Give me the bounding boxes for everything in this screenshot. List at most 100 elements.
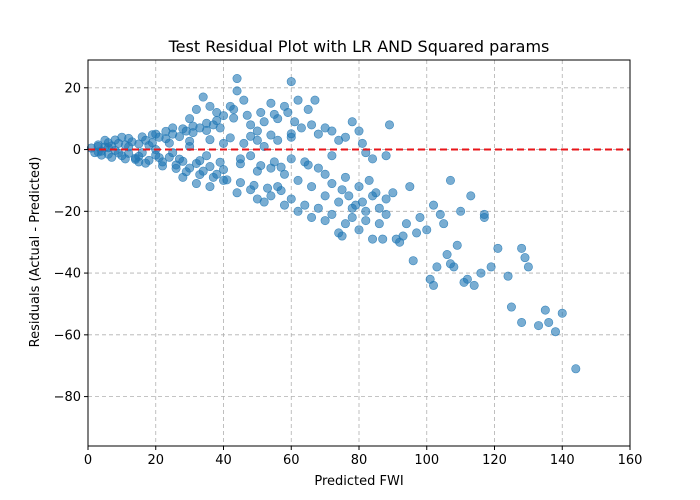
x-tick-label: 100 xyxy=(414,453,439,468)
scatter-point xyxy=(222,175,232,185)
x-tick-label: 160 xyxy=(618,453,643,468)
scatter-point xyxy=(571,364,581,374)
scatter-point xyxy=(354,225,364,235)
scatter-point xyxy=(286,132,296,142)
scatter-point xyxy=(300,200,310,210)
scatter-point xyxy=(557,308,567,318)
scatter-point xyxy=(357,197,367,207)
scatter-point xyxy=(364,175,374,185)
scatter-point xyxy=(520,253,530,263)
scatter-point xyxy=(357,138,367,148)
scatter-point xyxy=(445,175,455,185)
scatter-point xyxy=(174,132,184,142)
scatter-point xyxy=(334,197,344,207)
y-tick-label: 0 xyxy=(73,143,81,158)
scatter-point xyxy=(517,243,527,253)
scatter-point xyxy=(113,148,123,158)
scatter-point xyxy=(235,154,245,164)
scatter-point xyxy=(154,153,164,163)
scatter-point xyxy=(178,124,188,134)
scatter-point xyxy=(344,191,354,201)
x-tick-label: 120 xyxy=(482,453,507,468)
scatter-point xyxy=(212,116,222,126)
scatter-point xyxy=(405,182,415,192)
scatter-point xyxy=(449,262,459,272)
y-axis-label: Residuals (Actual - Predicted) xyxy=(28,157,43,348)
scatter-point xyxy=(205,135,215,145)
scatter-point xyxy=(232,188,242,198)
scatter-point xyxy=(378,234,388,244)
scatter-point xyxy=(506,302,516,312)
scatter-point xyxy=(456,206,466,216)
scatter-point xyxy=(327,179,337,189)
scatter-point xyxy=(174,154,184,164)
scatter-point xyxy=(381,209,391,219)
scatter-point xyxy=(439,219,449,229)
scatter-point xyxy=(276,186,286,196)
scatter-point xyxy=(130,154,140,164)
x-tick-label: 20 xyxy=(147,453,164,468)
scatter-point xyxy=(337,231,347,241)
x-tick-label: 60 xyxy=(283,453,300,468)
scatter-point xyxy=(429,280,439,290)
scatter-point xyxy=(320,216,330,226)
scatter-point xyxy=(279,169,289,179)
scatter-point xyxy=(185,114,195,124)
y-tick-label: −80 xyxy=(54,390,81,405)
scatter-point xyxy=(158,161,168,171)
chart-title: Test Residual Plot with LR AND Squared p… xyxy=(168,37,550,56)
scatter-point xyxy=(307,182,317,192)
scatter-point xyxy=(266,163,276,173)
scatter-point xyxy=(401,219,411,229)
scatter-point xyxy=(141,158,151,168)
scatter-point xyxy=(273,135,283,145)
scatter-point xyxy=(408,256,418,266)
scatter-point xyxy=(97,150,107,160)
scatter-point xyxy=(523,262,533,272)
scatter-point xyxy=(205,182,215,192)
scatter-point xyxy=(381,151,391,161)
scatter-point xyxy=(415,212,425,222)
scatter-point xyxy=(219,165,229,175)
scatter-point xyxy=(93,140,103,150)
scatter-point xyxy=(327,126,337,136)
scatter-point xyxy=(293,175,303,185)
scatter-point xyxy=(191,179,201,189)
scatter-point xyxy=(229,113,239,123)
scatter-point xyxy=(320,191,330,201)
scatter-point xyxy=(266,98,276,108)
scatter-point xyxy=(313,203,323,213)
scatter-point xyxy=(191,104,201,114)
scatter-point xyxy=(384,120,394,130)
scatter-point xyxy=(286,77,296,87)
scatter-point xyxy=(195,156,205,166)
y-axis-ticks: −80 −60 −40 −20 0 20 xyxy=(54,81,88,405)
scatter-point xyxy=(361,216,371,226)
scatter-point xyxy=(161,126,171,136)
scatter-point xyxy=(310,95,320,105)
scatter-point xyxy=(208,172,218,182)
scatter-point xyxy=(259,117,269,127)
scatter-point xyxy=(147,130,157,140)
scatter-point xyxy=(368,234,378,244)
scatter-point xyxy=(286,194,296,204)
scatter-point xyxy=(452,240,462,250)
scatter-point xyxy=(320,169,330,179)
x-tick-label: 80 xyxy=(351,453,368,468)
scatter-point xyxy=(327,209,337,219)
x-tick-label: 0 xyxy=(84,453,92,468)
scatter-point xyxy=(368,154,378,164)
scatter-point xyxy=(252,135,262,145)
scatter-point xyxy=(252,126,262,136)
scatter-point xyxy=(340,219,350,229)
scatter-point xyxy=(219,138,229,148)
scatter-point xyxy=(368,191,378,201)
scatter-point xyxy=(534,321,544,331)
scatter-point xyxy=(286,154,296,164)
scatter-point xyxy=(263,183,273,193)
scatter-point xyxy=(340,132,350,142)
scatter-point xyxy=(466,191,476,201)
scatter-point xyxy=(422,225,432,235)
scatter-point xyxy=(340,172,350,182)
scatter-point xyxy=(219,111,229,121)
